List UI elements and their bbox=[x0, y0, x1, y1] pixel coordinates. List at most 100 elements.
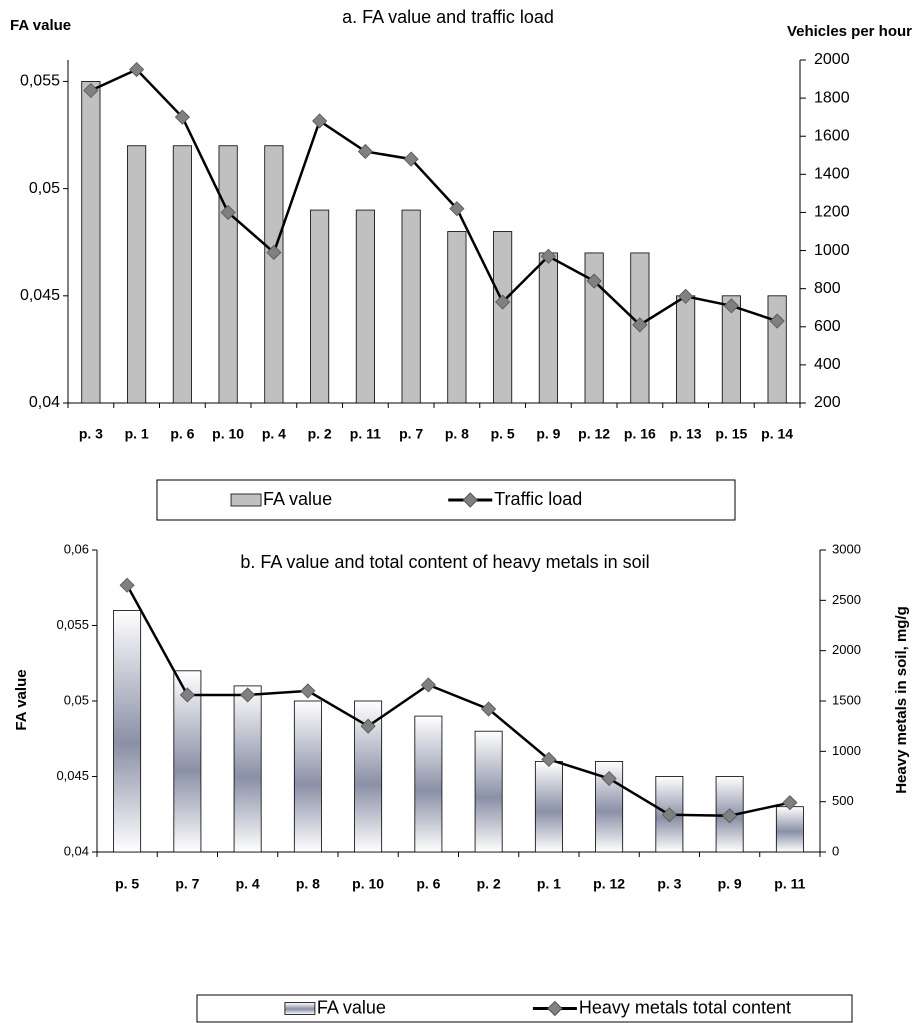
legend-label: FA value bbox=[263, 489, 332, 509]
bar bbox=[534, 761, 563, 853]
legend-label: Traffic load bbox=[494, 489, 582, 509]
marker bbox=[360, 718, 376, 734]
y-tick-label: 0,04 bbox=[29, 394, 60, 411]
marker bbox=[541, 751, 557, 767]
x-tick-label: p. 3 bbox=[79, 426, 103, 442]
y-tick-label: 0,05 bbox=[29, 180, 60, 197]
marker bbox=[357, 143, 373, 160]
y2-tick-label: 1400 bbox=[814, 166, 850, 183]
legend-marker bbox=[547, 1000, 563, 1017]
x-tick-label: p. 12 bbox=[593, 876, 625, 892]
marker bbox=[481, 701, 497, 717]
x-tick-label: p. 7 bbox=[399, 426, 423, 442]
bar bbox=[493, 231, 513, 404]
x-tick-label: p. 4 bbox=[262, 426, 286, 442]
marker bbox=[769, 313, 785, 329]
line bbox=[90, 68, 778, 327]
bar bbox=[218, 145, 238, 404]
y2-axis-label: Vehicles per hour bbox=[787, 23, 912, 40]
x-tick-label: p. 8 bbox=[445, 426, 469, 442]
bar bbox=[81, 81, 101, 404]
x-tick-label: p. 8 bbox=[296, 876, 320, 892]
marker bbox=[661, 807, 677, 823]
y2-tick-label: 200 bbox=[814, 394, 841, 411]
marker bbox=[722, 808, 738, 824]
x-tick-label: p. 6 bbox=[170, 426, 194, 442]
marker bbox=[312, 113, 328, 129]
y-tick-label: 0,06 bbox=[64, 541, 89, 556]
y-tick-label: 0,04 bbox=[64, 843, 89, 858]
marker bbox=[540, 248, 556, 264]
bar bbox=[447, 231, 467, 404]
bar bbox=[474, 730, 503, 853]
x-tick-label: p. 11 bbox=[350, 426, 381, 442]
x-tick-label: p. 12 bbox=[578, 426, 610, 442]
marker bbox=[179, 687, 195, 703]
y2-tick-label: 0 bbox=[832, 843, 839, 858]
x-tick-label: p. 5 bbox=[491, 426, 515, 442]
marker bbox=[632, 317, 648, 333]
marker bbox=[240, 687, 256, 703]
x-tick-label: p. 15 bbox=[715, 426, 747, 442]
bar bbox=[127, 145, 147, 404]
y2-tick-label: 3000 bbox=[832, 541, 861, 556]
x-tick-label: p. 4 bbox=[236, 876, 260, 892]
marker bbox=[586, 273, 602, 289]
y2-tick-label: 2500 bbox=[832, 592, 861, 607]
x-tick-label: p. 11 bbox=[774, 876, 805, 892]
y-tick-label: 0,05 bbox=[64, 692, 89, 707]
y2-tick-label: 2000 bbox=[814, 51, 850, 68]
y2-tick-label: 1800 bbox=[814, 89, 850, 106]
x-tick-label: p. 16 bbox=[624, 426, 656, 442]
marker bbox=[420, 677, 436, 693]
y-tick-label: 0,055 bbox=[20, 73, 60, 90]
y2-tick-label: 600 bbox=[814, 318, 841, 335]
y-tick-label: 0,055 bbox=[56, 617, 89, 632]
x-tick-label: p. 1 bbox=[537, 876, 561, 892]
bar bbox=[233, 685, 262, 853]
y-tick-label: 0,045 bbox=[56, 768, 89, 783]
marker bbox=[300, 683, 316, 699]
y2-tick-label: 1500 bbox=[832, 692, 861, 707]
bar bbox=[775, 806, 804, 853]
bar bbox=[355, 209, 375, 404]
bar bbox=[414, 715, 443, 853]
y2-axis-label: Heavy metals in soil, mg/g bbox=[893, 606, 910, 794]
y-tick-label: 0,045 bbox=[20, 287, 60, 304]
marker bbox=[83, 82, 99, 99]
bar bbox=[172, 145, 192, 404]
y2-tick-label: 2000 bbox=[832, 642, 861, 657]
marker bbox=[129, 61, 145, 78]
legend-swatch bbox=[230, 493, 262, 507]
y-axis-label: FA value bbox=[10, 17, 71, 34]
x-tick-label: p. 10 bbox=[212, 426, 244, 442]
x-tick-label: p. 6 bbox=[416, 876, 440, 892]
chart-title: b. FA value and total content of heavy m… bbox=[240, 552, 649, 572]
y-axis-label: FA value bbox=[13, 669, 30, 730]
x-tick-label: p. 9 bbox=[718, 876, 742, 892]
bar bbox=[401, 209, 421, 404]
legend-label: Heavy metals total content bbox=[579, 997, 791, 1017]
marker bbox=[266, 244, 282, 261]
marker bbox=[119, 577, 135, 593]
y2-tick-label: 1000 bbox=[832, 743, 861, 758]
y2-tick-label: 800 bbox=[814, 280, 841, 297]
x-tick-label: p. 10 bbox=[352, 876, 384, 892]
marker bbox=[723, 298, 739, 314]
bar bbox=[293, 700, 322, 853]
x-tick-label: p. 2 bbox=[308, 426, 332, 442]
line bbox=[126, 584, 791, 818]
x-tick-label: p. 14 bbox=[761, 426, 793, 442]
x-tick-label: p. 5 bbox=[115, 876, 139, 892]
marker bbox=[495, 294, 511, 310]
y2-tick-label: 500 bbox=[832, 793, 854, 808]
bar bbox=[538, 252, 558, 404]
marker bbox=[449, 201, 465, 217]
marker bbox=[174, 109, 190, 125]
y2-tick-label: 1600 bbox=[814, 127, 850, 144]
bar bbox=[721, 295, 741, 404]
x-tick-label: p. 7 bbox=[175, 876, 199, 892]
marker bbox=[403, 151, 419, 167]
